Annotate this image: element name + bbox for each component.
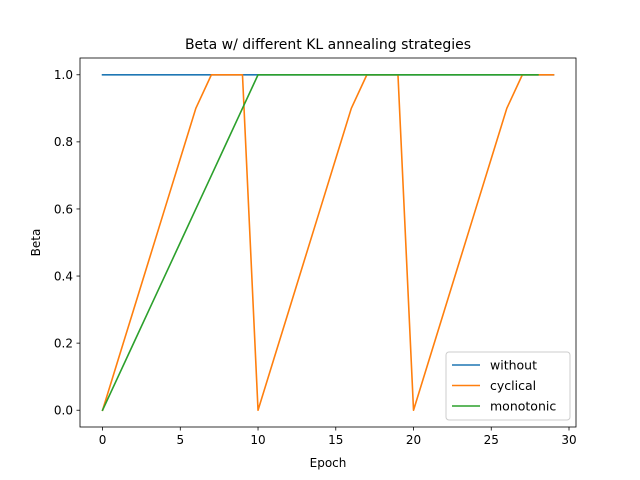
x-axis-label: Epoch xyxy=(310,456,347,470)
series-line-monotonic xyxy=(101,73,539,412)
series-line-cyclical xyxy=(101,73,555,412)
legend-label: monotonic xyxy=(490,399,556,414)
chart-title: Beta w/ different KL annealing strategie… xyxy=(185,37,471,53)
y-tick-label: 1.0 xyxy=(54,68,73,82)
x-tick-label: 25 xyxy=(484,433,499,447)
y-tick-label: 0.4 xyxy=(54,269,73,283)
x-tick-label: 20 xyxy=(406,433,421,447)
y-axis-ticks: 0.0 0.2 0.4 0.6 0.8 1.0 xyxy=(54,68,80,418)
legend-label: cyclical xyxy=(490,378,536,393)
x-tick-label: 5 xyxy=(176,433,184,447)
legend-label: without xyxy=(490,358,537,373)
plot-frame xyxy=(79,57,577,428)
x-tick-label: 15 xyxy=(328,433,343,447)
x-axis-ticks: 0 5 10 15 20 25 30 xyxy=(99,427,577,447)
x-tick-label: 0 xyxy=(99,433,107,447)
plot-lines xyxy=(101,73,555,412)
x-tick-label: 30 xyxy=(561,433,576,447)
y-tick-label: 0.2 xyxy=(54,336,73,350)
y-tick-label: 0.0 xyxy=(54,404,73,418)
y-tick-label: 0.6 xyxy=(54,202,73,216)
y-axis-label: Beta xyxy=(29,229,43,257)
legend-box xyxy=(445,351,571,421)
y-tick-label: 0.8 xyxy=(54,135,73,149)
x-tick-label: 10 xyxy=(250,433,265,447)
legend: without cyclical monotonic xyxy=(445,351,571,421)
